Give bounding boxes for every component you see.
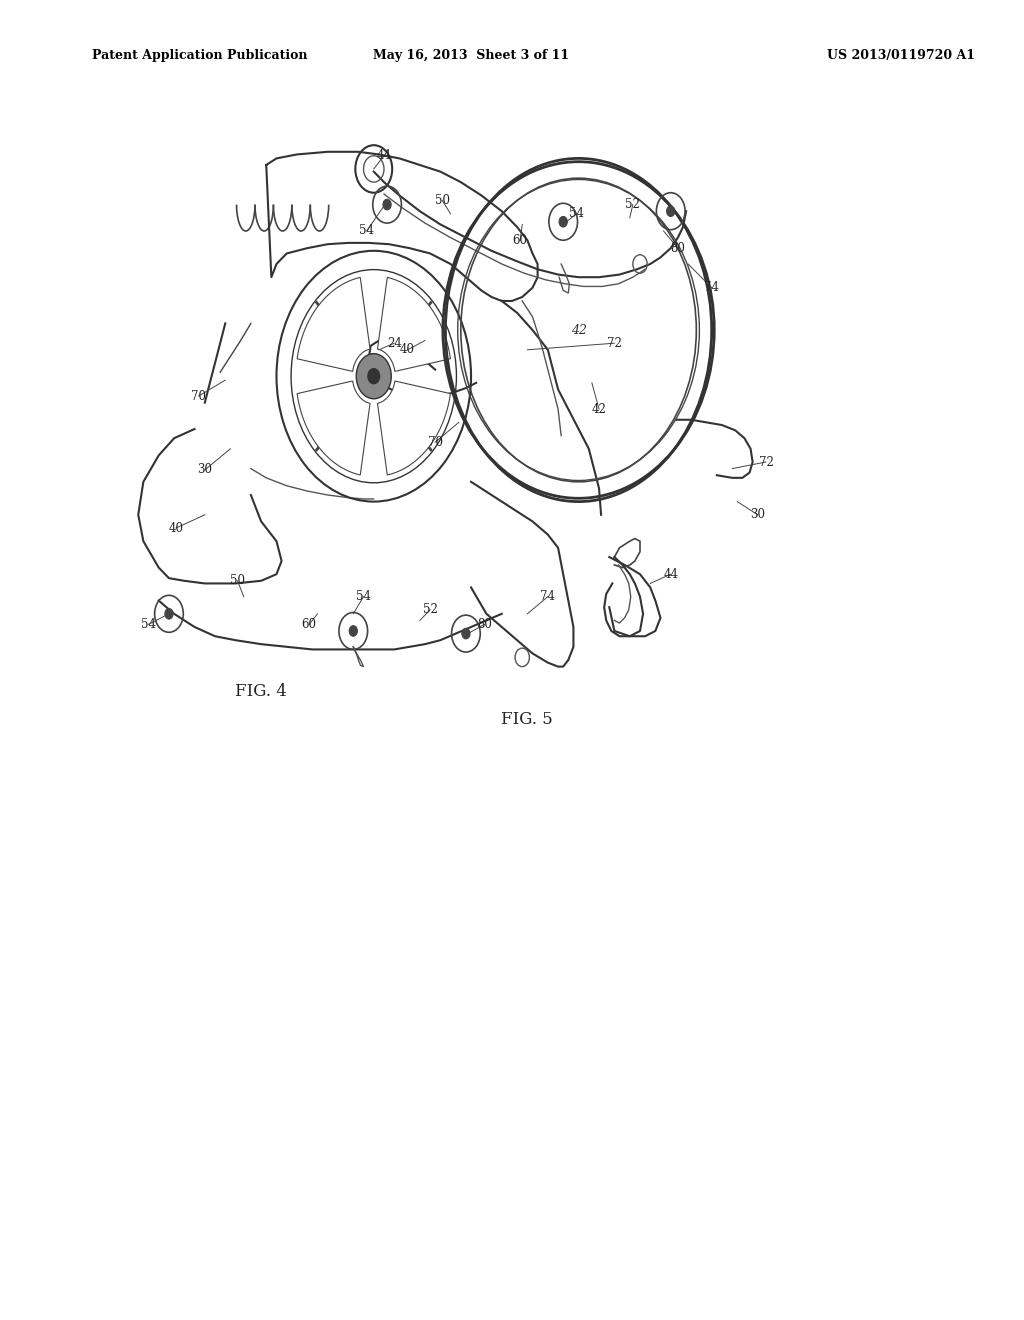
Text: 44: 44 — [377, 149, 391, 162]
Text: 50: 50 — [230, 574, 245, 587]
Circle shape — [667, 206, 675, 216]
Text: Patent Application Publication: Patent Application Publication — [92, 49, 307, 62]
Text: US 2013/0119720 A1: US 2013/0119720 A1 — [827, 49, 975, 62]
Text: 74: 74 — [541, 590, 555, 603]
Text: 72: 72 — [607, 337, 622, 350]
Text: 72: 72 — [759, 455, 773, 469]
Text: 74: 74 — [705, 281, 719, 294]
Text: 50: 50 — [435, 194, 450, 207]
Text: 40: 40 — [169, 521, 183, 535]
Circle shape — [349, 626, 357, 636]
Circle shape — [356, 354, 391, 399]
Text: 52: 52 — [423, 603, 437, 616]
Polygon shape — [378, 381, 451, 475]
Text: 80: 80 — [671, 242, 685, 255]
Polygon shape — [297, 381, 370, 475]
Text: 30: 30 — [198, 463, 212, 477]
Text: FIG. 5: FIG. 5 — [502, 711, 553, 727]
Text: 70: 70 — [428, 436, 442, 449]
Circle shape — [383, 199, 391, 210]
Polygon shape — [297, 277, 370, 371]
Text: 42: 42 — [592, 403, 606, 416]
Text: 42: 42 — [570, 323, 587, 337]
Text: 24: 24 — [387, 337, 401, 350]
Text: 80: 80 — [477, 618, 492, 631]
Text: 40: 40 — [400, 343, 415, 356]
FancyBboxPatch shape — [118, 99, 640, 693]
Text: 30: 30 — [751, 508, 765, 521]
Text: 54: 54 — [359, 224, 374, 238]
Circle shape — [165, 609, 173, 619]
Text: 52: 52 — [626, 198, 640, 211]
Text: 60: 60 — [302, 618, 316, 631]
Text: 54: 54 — [569, 207, 584, 220]
Text: 44: 44 — [664, 568, 678, 581]
Circle shape — [559, 216, 567, 227]
Text: 54: 54 — [141, 618, 156, 631]
Circle shape — [368, 368, 380, 384]
Text: FIG. 4: FIG. 4 — [236, 684, 287, 700]
Text: 54: 54 — [356, 590, 371, 603]
Text: 70: 70 — [191, 389, 206, 403]
Text: May 16, 2013  Sheet 3 of 11: May 16, 2013 Sheet 3 of 11 — [373, 49, 569, 62]
Text: 60: 60 — [513, 234, 527, 247]
Circle shape — [462, 628, 470, 639]
Polygon shape — [378, 277, 451, 371]
